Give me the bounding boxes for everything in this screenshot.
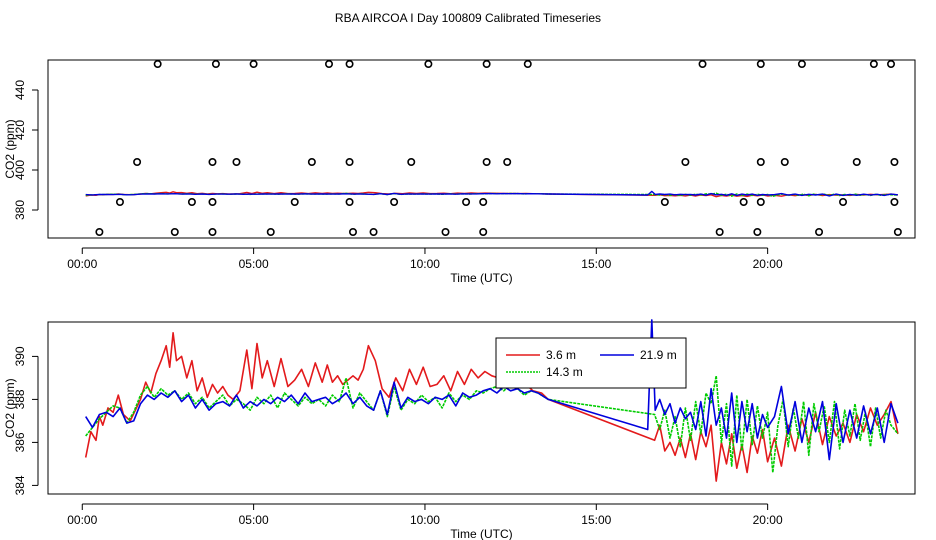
bot-series-14-3-m — [85, 374, 899, 474]
bottom-y-axis-label: CO2 (ppm) — [3, 378, 17, 437]
bottom-series-lines — [84, 319, 899, 482]
outlier-point — [890, 158, 899, 167]
outlier-point — [756, 198, 765, 207]
figure-title: RBA AIRCOA I Day 100809 Calibrated Times… — [335, 11, 601, 25]
outlier-point — [739, 198, 748, 207]
bottom-panel: 00:00 05:00 10:00 15:00 20:00 384 386 388 390 T… — [3, 319, 916, 540]
outlier-point — [797, 59, 806, 68]
bot-y-tick-label: 384 — [13, 475, 27, 495]
top-x-axis: 00:00 05:00 10:00 15:00 20:00 — [67, 247, 783, 271]
top-x-tick-label: 05:00 — [239, 257, 269, 271]
outlier-point — [503, 158, 512, 167]
top-x-tick-label: 00:00 — [67, 257, 97, 271]
outlier-point — [839, 198, 848, 207]
bottom-x-axis: 00:00 05:00 10:00 15:00 20:00 — [67, 503, 783, 527]
outlier-point — [407, 158, 416, 167]
top-x-tick-label: 20:00 — [753, 257, 783, 271]
outlier-point — [869, 59, 878, 68]
outlier-point — [290, 198, 299, 207]
bot-series-3-6-m — [84, 331, 899, 482]
legend-box — [495, 337, 687, 389]
outlier-point — [815, 228, 824, 237]
top-y-tick-label: 420 — [13, 120, 27, 140]
top-series-lines — [85, 190, 899, 198]
outlier-point — [345, 198, 354, 207]
outlier-point — [249, 59, 258, 68]
outlier-point — [208, 228, 217, 237]
outlier-point — [211, 59, 220, 68]
bot-x-tick-label: 20:00 — [753, 513, 783, 527]
outlier-point — [133, 158, 142, 167]
legend-label-3-6m: 3.6 m — [546, 348, 576, 362]
top-y-axis-label: CO2 (ppm) — [3, 119, 17, 178]
bot-x-tick-label: 10:00 — [410, 513, 440, 527]
outlier-point — [462, 198, 471, 207]
outlier-point — [780, 158, 789, 167]
top-y-tick-label: 440 — [13, 80, 27, 100]
top-outlier-points — [95, 59, 902, 237]
outlier-point — [208, 158, 217, 167]
outlier-point — [479, 228, 488, 237]
legend: 3.6 m 21.9 m 14.3 m — [495, 337, 687, 389]
outlier-point — [208, 198, 217, 207]
outlier-point — [345, 158, 354, 167]
outlier-point — [424, 59, 433, 68]
outlier-point — [753, 228, 762, 237]
bot-x-tick-label: 00:00 — [67, 513, 97, 527]
outlier-point — [153, 59, 162, 68]
bottom-plot-frame — [47, 321, 916, 495]
top-y-axis: 380 400 420 440 — [13, 80, 39, 220]
top-x-tick-label: 15:00 — [581, 257, 611, 271]
outlier-point — [369, 228, 378, 237]
outlier-point — [660, 198, 669, 207]
outlier-point — [307, 158, 316, 167]
bot-x-tick-label: 15:00 — [581, 513, 611, 527]
bot-y-tick-label: 386 — [13, 432, 27, 452]
outlier-point — [890, 198, 899, 207]
outlier-point — [95, 228, 104, 237]
outlier-point — [187, 198, 196, 207]
outlier-point — [325, 59, 334, 68]
legend-label-14-3m: 14.3 m — [546, 365, 583, 379]
outlier-point — [348, 228, 357, 237]
top-series-21-9-m — [85, 190, 898, 197]
bot-y-tick-label: 390 — [13, 346, 27, 366]
top-y-tick-label: 400 — [13, 160, 27, 180]
outlier-point — [441, 228, 450, 237]
outlier-point — [115, 198, 124, 207]
legend-label-21-9m: 21.9 m — [640, 348, 677, 362]
bot-y-tick-label: 388 — [13, 389, 27, 409]
bot-series-21-9-m — [85, 319, 899, 461]
outlier-point — [345, 59, 354, 68]
bottom-y-axis: 384 386 388 390 — [13, 346, 39, 495]
outlier-point — [479, 198, 488, 207]
top-plot-frame — [47, 59, 916, 239]
outlier-point — [170, 228, 179, 237]
outlier-point — [887, 59, 896, 68]
top-x-axis-label: Time (UTC) — [450, 271, 512, 285]
outlier-point — [893, 228, 902, 237]
outlier-point — [266, 228, 275, 237]
outlier-point — [523, 59, 532, 68]
outlier-point — [681, 158, 690, 167]
outlier-point — [232, 158, 241, 167]
outlier-point — [482, 158, 491, 167]
top-x-tick-label: 10:00 — [410, 257, 440, 271]
top-panel: 00:00 05:00 10:00 15:00 20:00 380 400 420 440 T… — [3, 59, 916, 285]
outlier-point — [756, 158, 765, 167]
outlier-point — [852, 158, 861, 167]
outlier-point — [715, 228, 724, 237]
top-y-tick-label: 380 — [13, 200, 27, 220]
outlier-point — [698, 59, 707, 68]
bottom-x-axis-label: Time (UTC) — [450, 527, 512, 540]
bot-x-tick-label: 05:00 — [239, 513, 269, 527]
outlier-point — [482, 59, 491, 68]
outlier-point — [756, 59, 765, 68]
outlier-point — [390, 198, 399, 207]
